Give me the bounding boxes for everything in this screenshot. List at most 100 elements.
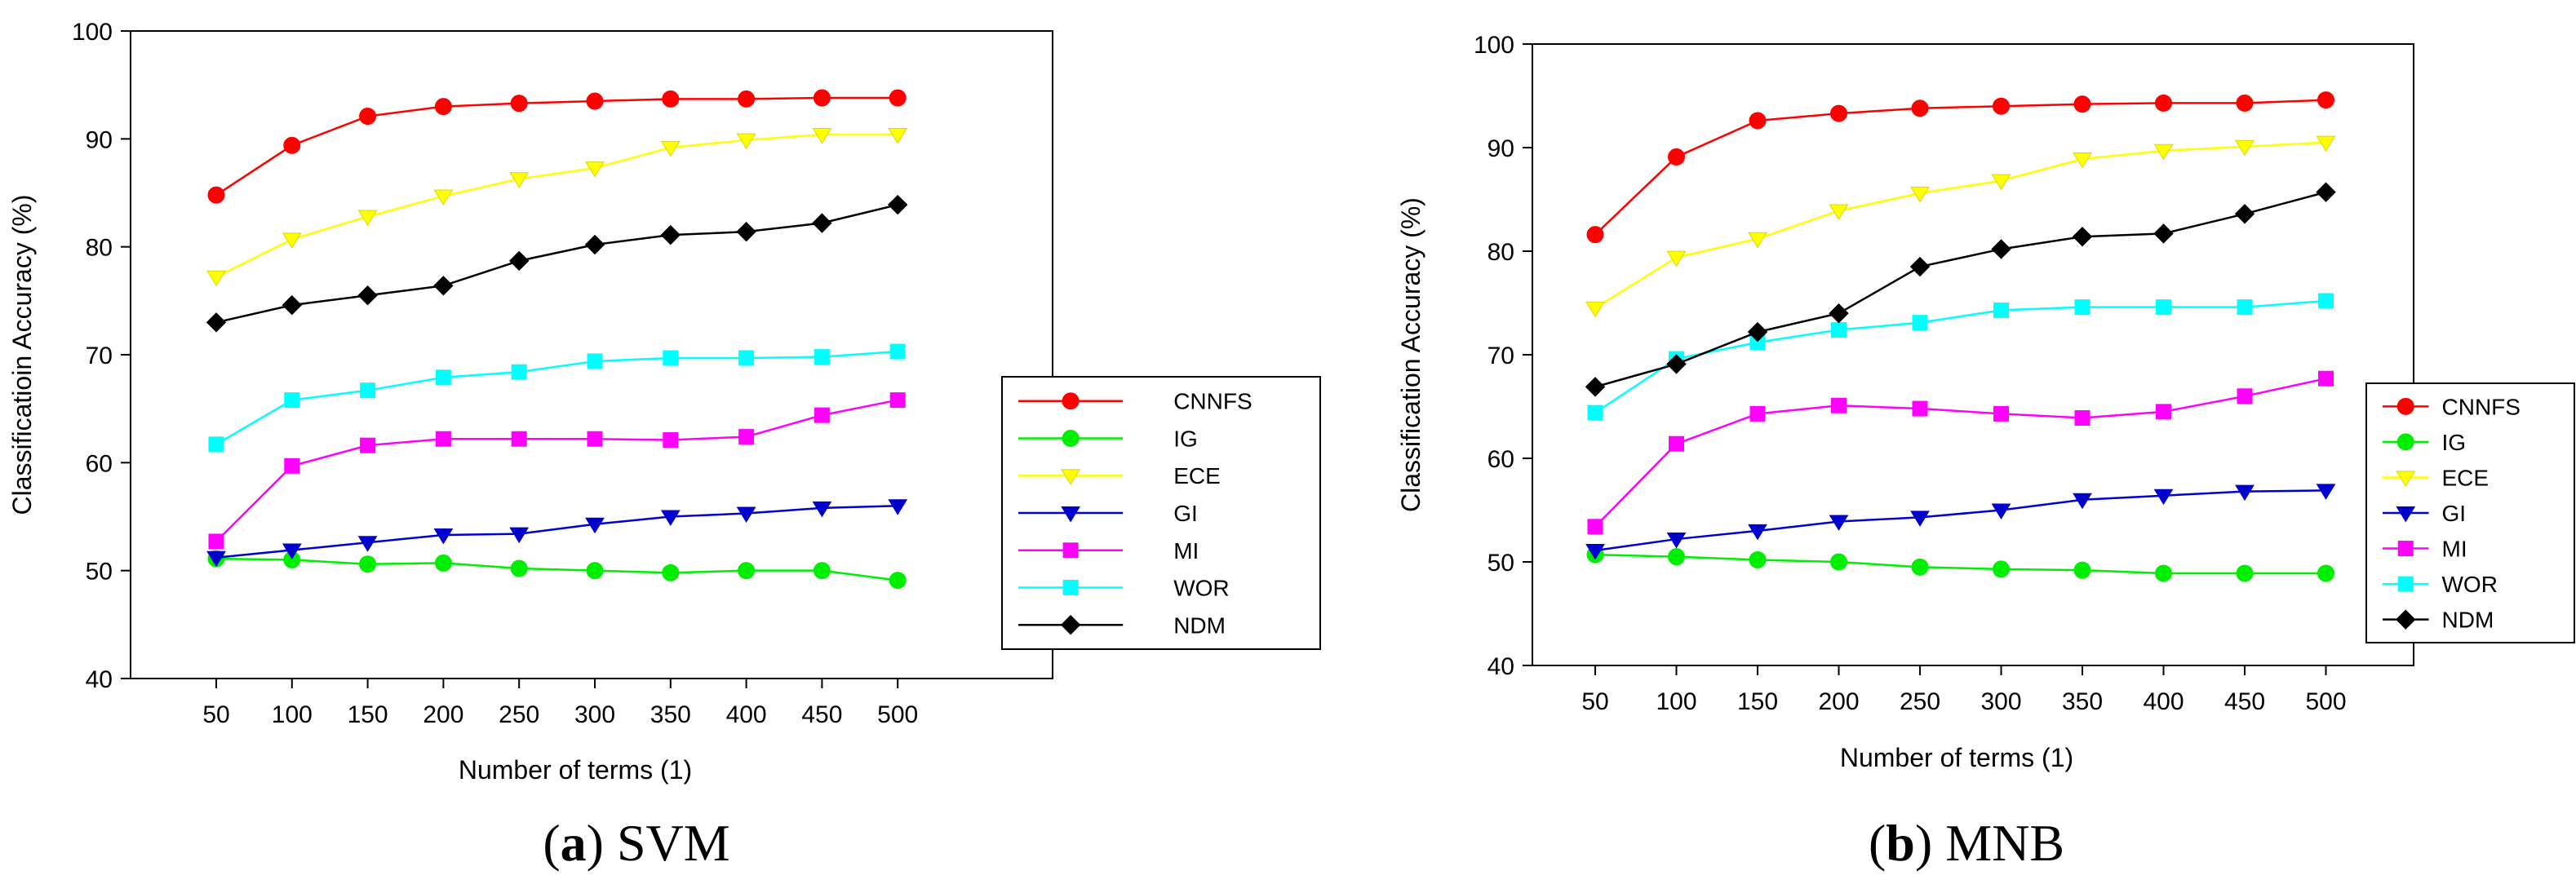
data-point [2153,144,2174,161]
caption-text: SVM [604,814,730,872]
data-point [510,95,528,113]
data-point [206,270,226,287]
data-point [2236,94,2254,112]
series-line [1594,553,2326,575]
data-point [1993,97,2010,115]
data-point [1993,405,2009,422]
x-tick-label: 150 [348,701,388,728]
data-point [660,224,681,245]
data-point [812,128,832,144]
caption-letter: b [1886,814,1915,872]
caption-text: MNB [1932,814,2064,872]
legend-marker [1060,615,1081,635]
chart-panel-b: 40 50 60 70 80 90 100 50 100 150 200 250 300 350 400 45… [1396,32,2575,872]
data-point [889,572,907,590]
caption-letter: a [561,814,587,872]
x-tick-label: 150 [1737,688,1778,715]
data-point [2318,293,2334,309]
data-point [434,554,452,572]
data-point [2317,564,2334,582]
data-point [2073,561,2091,579]
data-point [508,250,530,272]
data-point [282,294,303,316]
data-point [2234,204,2255,224]
x-tick-label: 450 [801,701,842,728]
data-point [2156,299,2171,316]
data-point [1747,321,1768,343]
data-point [1993,560,2010,578]
data-point [435,431,451,447]
series-wor [208,343,906,453]
plot-frame [1532,43,2414,666]
data-point [2073,95,2091,113]
data-point [1830,553,1847,571]
data-point [2236,564,2254,582]
legend-marker [2396,609,2416,630]
legend-marker [1062,392,1080,410]
y-tick-label: 70 [1488,343,1514,369]
data-point [1991,503,2011,519]
y-tick-label: 60 [86,450,113,477]
legend-marker [2396,433,2414,451]
data-point [1668,548,1685,566]
data-point [511,364,527,380]
data-point [812,213,832,233]
data-point [206,312,227,333]
data-point [1910,511,1930,527]
legend-marker [1061,469,1080,485]
data-point [2316,182,2336,202]
data-point [888,499,908,515]
data-point [1912,315,1928,331]
data-point [2237,388,2253,405]
data-point [284,458,300,474]
data-point [1831,397,1847,413]
panel-caption: (b) MNB [1869,814,2064,872]
series-line [215,557,898,581]
data-point [357,210,378,227]
data-point [1909,256,1931,277]
data-point [1749,112,1767,130]
data-point [433,528,454,545]
data-point [813,89,831,107]
x-tick-label: 500 [2305,688,2346,715]
x-tick-label: 300 [1980,688,2021,715]
data-point [284,392,300,409]
data-point [2235,139,2255,157]
x-axis-label: Number of terms (1) [1840,743,2073,772]
data-point [662,564,680,581]
legend-marker [1062,542,1079,559]
data-point [359,108,377,126]
data-point [282,232,302,249]
data-point [812,501,832,518]
series-mi [1587,370,2334,535]
data-point [889,89,907,107]
data-point [1749,550,1767,568]
data-point [1668,148,1685,166]
x-axis-label: Number of terms (1) [459,755,692,785]
y-tick-label: 90 [1488,135,1514,162]
legend-marker [2397,576,2414,592]
data-point [1830,104,1847,122]
x-tick-label: 400 [2143,688,2184,715]
y-tick-label: 70 [86,343,113,369]
legend-label: IG [1173,426,1198,451]
series-ig [207,550,907,590]
legend-label: CNNFS [2442,394,2521,419]
series-line [1594,489,2326,552]
data-point [282,543,302,559]
data-point [208,533,224,550]
series-line [215,96,898,197]
legend-label: WOR [2442,572,2498,597]
data-point [814,349,830,365]
series-line [215,133,898,278]
x-tick-label: 300 [574,701,615,728]
series-ig [1586,546,2334,582]
data-point [889,343,906,360]
data-point [2073,493,2092,510]
data-point [435,369,451,386]
data-point [1587,519,1603,535]
data-point [663,432,679,449]
data-point [2317,91,2334,109]
data-point [360,437,376,453]
